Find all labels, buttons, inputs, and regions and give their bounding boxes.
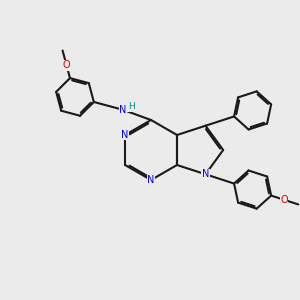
Text: H: H	[128, 102, 135, 111]
Text: N: N	[122, 130, 129, 140]
Text: N: N	[119, 105, 127, 115]
Text: N: N	[202, 169, 209, 179]
Text: N: N	[147, 175, 155, 185]
Text: O: O	[280, 195, 288, 205]
Text: O: O	[63, 60, 70, 70]
